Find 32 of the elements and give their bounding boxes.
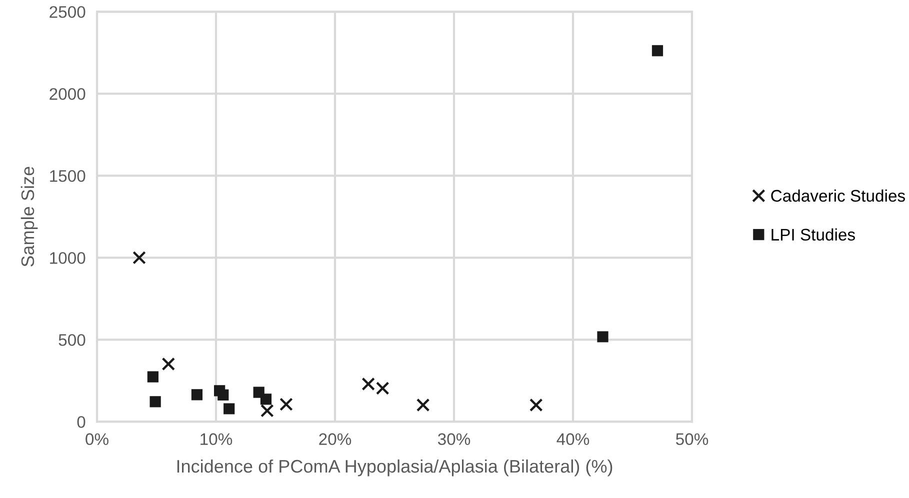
- y-tick-label: 1500: [50, 170, 86, 182]
- x-tick-label: 10%: [200, 433, 232, 446]
- y-tick-label: 500: [58, 334, 86, 346]
- point: [191, 389, 203, 400]
- point: [529, 398, 543, 412]
- legend-label: Cadaveric Studies: [771, 189, 905, 202]
- y-tick-label: 2500: [50, 6, 86, 18]
- point: [224, 403, 235, 414]
- y-tick-label: 1000: [50, 252, 86, 264]
- y-axis-title: Sample Size: [20, 166, 38, 267]
- point: [162, 357, 176, 371]
- point: [597, 331, 608, 342]
- point: [132, 251, 146, 264]
- x-tick-label: 40%: [556, 433, 590, 446]
- legend-label: LPI Studies: [772, 228, 855, 241]
- point: [416, 398, 430, 412]
- point: [218, 389, 229, 401]
- point: [260, 404, 274, 418]
- point: [652, 45, 664, 56]
- y-tick-label: 0: [77, 416, 86, 428]
- x-tick-label: 20%: [319, 433, 352, 446]
- point: [150, 396, 161, 408]
- point: [376, 382, 390, 395]
- x-tick-label: 30%: [438, 433, 470, 446]
- x-tick-label: 0%: [86, 433, 108, 446]
- point: [147, 371, 158, 382]
- x-tick-label: 50%: [676, 433, 708, 446]
- y-tick-label: 2000: [50, 88, 86, 100]
- point: [260, 394, 272, 405]
- x-axis-title: Incidence of PComA Hypoplasia/Aplasia (Bilateral) (%): [177, 459, 612, 476]
- point: [362, 377, 375, 391]
- point: [280, 398, 293, 411]
